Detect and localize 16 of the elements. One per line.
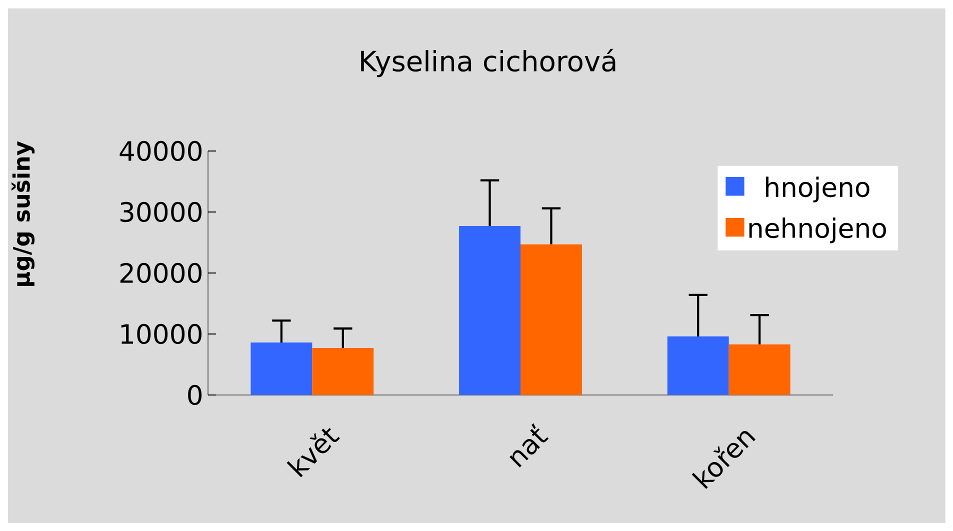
bar (667, 336, 729, 395)
chart-title: Kyselina cichorová (361, 48, 616, 78)
y-tick-label: 40000 (120, 140, 202, 162)
y-tick-label: 20000 (120, 262, 202, 284)
legend-label: hnojeno (766, 176, 870, 202)
bar (459, 226, 520, 395)
bar (312, 348, 374, 395)
bar (728, 344, 790, 395)
y-tick-label: 10000 (121, 324, 202, 344)
y-tick-label: 0 (188, 384, 202, 406)
bar (250, 342, 312, 395)
y-axis-title: µg/g sušiny (12, 141, 35, 286)
x-tick-label: nať (510, 423, 549, 468)
y-tick-label: 30000 (120, 202, 202, 222)
legend-label: nehnojeno (749, 217, 886, 244)
bar (520, 244, 582, 395)
